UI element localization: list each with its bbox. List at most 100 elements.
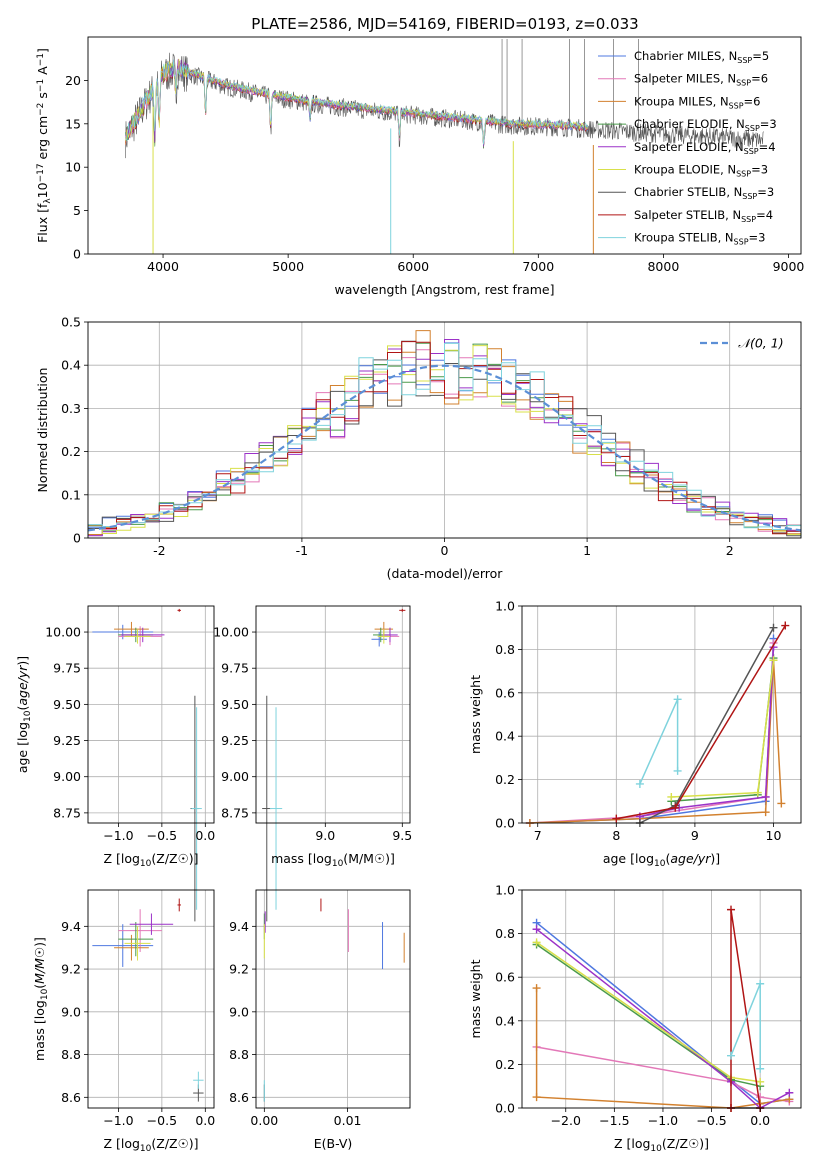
mass_age-ytick-label: 10.00 [213,625,249,640]
age_weight-ytick-label: 0.0 [495,816,515,831]
age_weight-xlabel: age [log10(age/yr)] [603,851,720,869]
spectrum-xtick-label: 9000 [773,259,805,274]
age_weight-series-kroupa_miles [529,660,783,824]
spectrum-xtick-label: 5000 [272,259,304,274]
mass_age-xtick-label: 9.0 [315,828,335,843]
z_age-ytick-label: 9.50 [53,697,81,712]
z_mass-xtick-label: −1.0 [103,1113,133,1128]
mass_age-ytick-label: 9.75 [221,661,249,676]
residuals-ytick-label: 0.4 [61,358,81,373]
age_weight-point-kroupa_elodie [667,792,676,801]
age_weight-point-kroupa_elodie [753,788,762,797]
residuals-xlabel: (data-model)/error [387,566,504,581]
ebv_mass-panel: 0.00 0.01 8.6 8.8 9.0 9.2 9.4 [229,889,411,1128]
plot-layer: Chabrier MILES, NSSP=5 Salpeter MILES, NS… [15,36,805,1154]
spectrum-frame [87,36,802,255]
spectrum-legend-label: Chabrier MILES, NSSP=5 [634,49,769,65]
z_weight-ytick-label: 0.2 [495,1057,515,1072]
mass_age-ytick-label: 9.00 [221,769,249,784]
residuals-xtick-label: -2 [153,543,165,558]
z_weight-point-kroupa_miles [532,984,541,993]
age_weight-point-kroupa_miles [777,799,786,808]
age_weight-ytick-label: 1.0 [495,599,515,614]
mass_age-panel: 9.0 9.5 8.75 9.00 9.25 9.50 9.75 10.00 mass [log… [213,605,412,922]
residuals-ylabel: Normed distribution [35,368,50,493]
spectrum-xtick-label: 7000 [522,259,554,274]
spectrum-ytick-label: 15 [65,116,81,131]
age_weight-xtick-label: 10 [766,828,782,843]
ebv_mass-frame [255,889,411,1109]
age_weight-point-kroupa_miles [761,808,770,817]
z_weight-panel: −2.0 −1.5 −1.0 −0.5 0.0 0.0 0.2 0.4 0.6 0.8 1.0 Z [… [468,883,802,1154]
residuals-xtick-label: 0 [441,543,449,558]
ebv_mass-ytick-label: 8.6 [229,1090,249,1105]
age_weight-xtick-label: 7 [534,828,542,843]
residuals-ytick-label: 0.2 [61,444,81,459]
residuals-hist-kroupa_stelib [87,342,802,538]
residuals-panel: 𝒩(0, 1) -2 -1 0 1 2 0 0.1 0.2 0.3 0.4 0.5 (data-mode… [35,315,802,581]
spectrum-series-chabrier_stelib [125,52,764,159]
spectrum-legend-label: Chabrier STELIB, NSSP=3 [634,185,774,201]
ebv_mass-ytick-label: 9.2 [229,962,249,977]
z_mass-ytick-label: 8.8 [61,1047,81,1062]
spectrum-xtick-label: 8000 [647,259,679,274]
residuals-ytick-label: 0.5 [61,315,81,330]
age_weight-point-salpeter_elodie [761,792,770,801]
age_weight-point-salpeter_stelib [612,814,621,823]
z_mass-frame [87,889,215,1109]
z_weight-xtick-label: −0.5 [696,1113,726,1128]
z_weight-ytick-label: 0.6 [495,970,515,985]
z_weight-series-salpeter_miles [536,1046,790,1103]
spectrum-legend-label: Chabrier ELODIE, NSSP=3 [634,117,777,133]
z_weight-point-kroupa_stelib [756,1064,765,1073]
z_mass-xtick-label: −0.5 [147,1113,177,1128]
age_weight-ytick-label: 0.8 [495,642,515,657]
z_age-xlabel: Z [log10(Z/Z☉)] [103,851,198,869]
z_weight-point-kroupa_stelib [756,979,765,988]
z_age-xtick-label: −0.5 [147,828,177,843]
spectrum-legend-label: Kroupa STELIB, NSSP=3 [634,231,765,247]
z_weight-series-kroupa_elodie [536,941,761,1083]
age_weight-series-chabrier_stelib [639,627,775,824]
z_age-ytick-label: 10.00 [45,625,81,640]
z_mass-panel: −1.0 −0.5 0.0 8.6 8.8 9.0 9.2 9.4 Z [log10(Z/Z☉)… [32,889,215,1154]
z_weight-xlabel: Z [log10(Z/Z☉)] [614,1136,709,1154]
residuals-ytick-label: 0.1 [61,487,81,502]
mass_age-ytick-label: 9.25 [221,733,249,748]
age_weight-point-kroupa_elodie [769,656,778,665]
z_mass-xtick-label: 0.0 [195,1113,215,1128]
z_weight-series-kroupa_stelib [730,983,761,1069]
residuals-ytick-label: 0.3 [61,401,81,416]
z_age-xtick-label: 0.0 [195,828,215,843]
z_mass-ytick-label: 9.0 [61,1004,81,1019]
spectrum-ylabel: Flux [fλ10−17 erg cm−2 s−1 A−1] [35,48,53,243]
age_weight-series-salpeter_elodie [639,647,775,818]
figure-title: PLATE=2586, MJD=54169, FIBERID=0193, z=0… [251,15,638,33]
z_age-ylabel: age [log10(age/yr)] [15,656,33,773]
ebv_mass-ytick-label: 9.4 [229,919,249,934]
age_weight-series-salpeter_stelib [616,625,786,820]
z_age-panel: −1.0 −0.5 0.0 8.75 9.00 9.25 9.50 9.75 10.00 Z [l… [15,605,215,922]
z_weight-point-kroupa_elodie [532,938,541,947]
spectrum-xlabel: wavelength [Angstrom, rest frame] [334,282,554,297]
z_weight-ylabel: mass weight [468,959,483,1038]
spectrum-legend-label: Kroupa MILES, NSSP=6 [634,94,760,110]
age_weight-point-kroupa_stelib [673,695,682,704]
z_mass-xlabel: Z [log10(Z/Z☉)] [103,1136,198,1154]
age_weight-frame [521,605,802,824]
spectrum-legend-label: Kroupa ELODIE, NSSP=3 [634,163,768,179]
z_weight-point-salpeter_elodie [532,925,541,934]
age_weight-xtick-label: 9 [691,828,699,843]
z_mass-ytick-label: 9.4 [61,919,81,934]
z_age-ytick-label: 9.00 [53,769,81,784]
spectrum-xtick-label: 6000 [397,259,429,274]
age_weight-point-kroupa_stelib [673,766,682,775]
z_weight-ytick-label: 0.4 [495,1013,515,1028]
z_mass-ytick-label: 9.2 [61,962,81,977]
age_weight-xtick-label: 8 [612,828,620,843]
spectrum-legend-label: Salpeter MILES, NSSP=6 [634,72,768,88]
spectrum-ytick-label: 10 [65,160,81,175]
spectrum-legend-label: Salpeter ELODIE, NSSP=4 [634,140,776,156]
spectrum-ytick-label: 5 [73,203,81,218]
